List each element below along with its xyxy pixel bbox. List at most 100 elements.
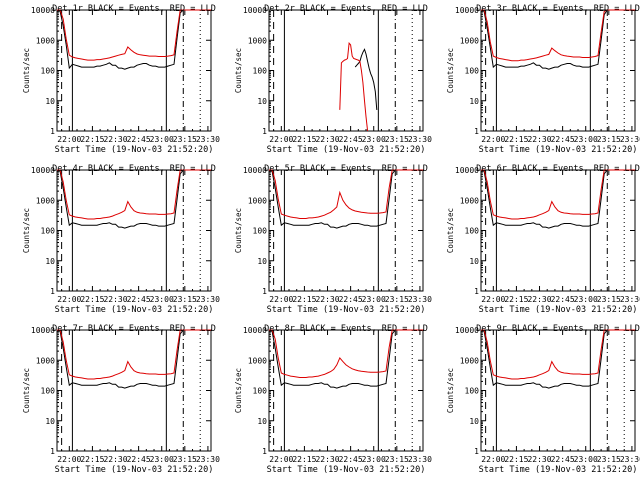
y-tick-label: 1000: [36, 356, 55, 365]
x-axis-label: Start Time (19-Nov-03 21:52:20): [55, 145, 214, 155]
x-tick-label: 23:00: [150, 455, 174, 464]
chart-panel-2: 22:00 22:15 22:30 22:45 23:00 23:15 23:30 1 10 10…: [234, 4, 432, 155]
y-tick-label: 10000: [31, 326, 55, 335]
x-tick-label: 22:00: [481, 295, 505, 304]
series-line-events: [56, 169, 211, 229]
series-line-lld: [481, 9, 635, 62]
x-tick-label: 22:45: [339, 135, 363, 144]
x-tick-label: 23:00: [574, 455, 598, 464]
plot-frame: [56, 9, 212, 132]
x-tick-label: 23:15: [173, 135, 197, 144]
y-tick-label: 10: [469, 97, 479, 106]
x-tick-label: 23:30: [408, 455, 432, 464]
chart-title: Det 8r BLACK = Events, RED = LLD: [264, 324, 428, 334]
series-line-lld: [269, 169, 423, 219]
chart-panel-8: 22:00 22:15 22:30 22:45 23:00 23:15 23:30 1 10 10…: [234, 324, 432, 475]
x-axis-label: Start Time (19-Nov-03 21:52:20): [479, 465, 638, 475]
x-axis-label: Start Time (19-Nov-03 21:52:20): [55, 305, 214, 315]
x-axis-label: Start Time (19-Nov-03 21:52:20): [479, 305, 638, 315]
y-tick-label: 1: [50, 447, 55, 456]
y-tick-label: 1000: [460, 36, 479, 45]
x-tick-label: 22:45: [551, 455, 575, 464]
series-line-lld: [57, 169, 211, 220]
series-line-events: [480, 9, 635, 70]
y-tick-label: 1: [262, 287, 267, 296]
plot-frame: [480, 329, 636, 452]
series-line-lld: [57, 329, 211, 380]
chart-title: Det 1r BLACK = Events, RED = LLD: [52, 4, 216, 14]
x-tick-label: 22:00: [269, 295, 293, 304]
y-tick-label: 1000: [248, 196, 267, 205]
y-tick-label: 100: [41, 227, 56, 236]
x-tick-label: 22:30: [103, 135, 127, 144]
series-line-lld: [481, 329, 635, 380]
y-tick-label: 100: [465, 387, 480, 396]
chart-title: Det 9r BLACK = Events, RED = LLD: [476, 324, 640, 334]
y-axis-label: Counts/sec: [22, 208, 31, 253]
chart-title: Det 3r BLACK = Events, RED = LLD: [476, 4, 640, 14]
x-tick-label: 22:30: [315, 455, 339, 464]
series-line-events: [480, 169, 635, 229]
plot-frame: [56, 169, 212, 292]
x-axis-label: Start Time (19-Nov-03 21:52:20): [267, 305, 426, 315]
x-tick-label: 22:45: [551, 295, 575, 304]
chart-panel-1: 22:00 22:15 22:30 22:45 23:00 23:15 23:30 1 10 10…: [22, 4, 220, 155]
x-tick-label: 23:15: [385, 455, 409, 464]
y-axis-label: Counts/sec: [234, 208, 243, 253]
y-tick-label: 100: [253, 227, 268, 236]
series-line-events: [56, 9, 211, 70]
x-tick-label: 22:45: [339, 295, 363, 304]
x-tick-label: 22:00: [269, 455, 293, 464]
plot-frame: [480, 9, 636, 132]
x-tick-label: 23:15: [385, 135, 409, 144]
x-tick-label: 22:00: [269, 135, 293, 144]
series-line-events: [268, 169, 423, 229]
y-tick-label: 100: [465, 227, 480, 236]
y-axis-label: Counts/sec: [22, 48, 31, 93]
x-tick-label: 22:30: [527, 295, 551, 304]
y-tick-label: 10: [45, 97, 55, 106]
y-tick-label: 1: [474, 287, 479, 296]
chart-title: Det 7r BLACK = Events, RED = LLD: [52, 324, 216, 334]
x-axis-label: Start Time (19-Nov-03 21:52:20): [267, 145, 426, 155]
x-tick-label: 23:30: [196, 135, 220, 144]
x-tick-label: 23:15: [173, 295, 197, 304]
x-tick-label: 23:15: [385, 295, 409, 304]
y-tick-label: 10000: [243, 6, 267, 15]
series-line-events: [480, 329, 635, 389]
plot-frame: [56, 329, 212, 452]
x-tick-label: 22:00: [57, 135, 81, 144]
y-tick-label: 100: [41, 387, 56, 396]
x-tick-label: 22:15: [504, 295, 528, 304]
x-tick-label: 23:15: [597, 455, 621, 464]
x-tick-label: 22:45: [551, 135, 575, 144]
y-tick-label: 1000: [36, 36, 55, 45]
series-line-lld: [57, 9, 211, 61]
x-tick-label: 23:00: [150, 295, 174, 304]
y-axis-label: Counts/sec: [446, 368, 455, 413]
x-axis-label: Start Time (19-Nov-03 21:52:20): [55, 465, 214, 475]
x-tick-label: 22:00: [481, 455, 505, 464]
plot-frame: [480, 169, 636, 292]
y-tick-label: 1000: [460, 196, 479, 205]
plot-frame: [268, 9, 424, 132]
x-tick-label: 23:00: [362, 135, 386, 144]
series-line-events: [268, 329, 423, 389]
x-tick-label: 23:30: [408, 295, 432, 304]
chart-title: Det 4r BLACK = Events, RED = LLD: [52, 164, 216, 174]
x-tick-label: 23:15: [597, 135, 621, 144]
x-tick-label: 23:00: [574, 135, 598, 144]
series-line-events: [354, 48, 378, 110]
x-tick-label: 23:30: [620, 455, 640, 464]
chart-title: Det 2r BLACK = Events, RED = LLD: [264, 4, 428, 14]
y-tick-label: 1000: [248, 36, 267, 45]
y-tick-label: 100: [253, 67, 268, 76]
x-tick-label: 22:15: [80, 135, 104, 144]
y-tick-label: 100: [253, 387, 268, 396]
x-tick-label: 22:15: [80, 455, 104, 464]
y-tick-label: 1000: [36, 196, 55, 205]
y-tick-label: 1: [50, 287, 55, 296]
y-tick-label: 100: [465, 67, 480, 76]
x-tick-label: 23:30: [620, 135, 640, 144]
